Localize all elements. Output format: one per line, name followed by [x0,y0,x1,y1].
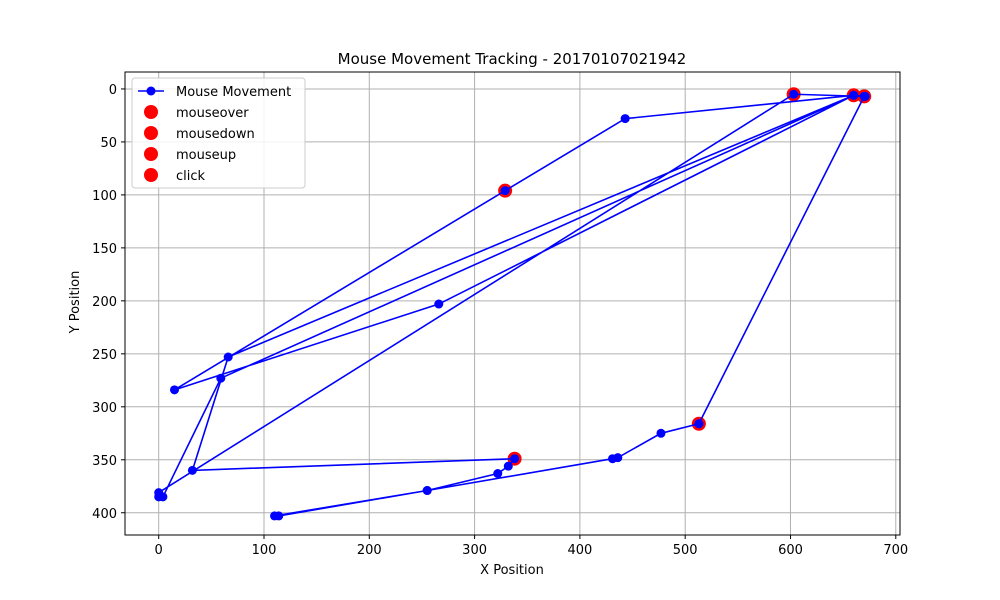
mouse-movement-point [500,186,510,196]
mouse-movement-point [656,428,666,438]
mouse-movement-point [510,454,520,464]
x-tick-label: 400 [567,543,592,558]
legend-marker-Mouse Movement [146,86,156,96]
axes-frame [124,71,901,536]
mouse-movement-point [434,299,444,309]
y-axis-label: Y Position [68,271,83,335]
legend-label-click: click [176,169,206,184]
legend: Mouse Movement mouseover mousedown mouseup c… [131,77,306,189]
mouse-movement-point [270,511,280,521]
legend-label-Mouse Movement: Mouse Movement [176,85,291,100]
y-tick-label: 250 [92,348,117,363]
y-tick-label: 350 [92,454,117,469]
plot-area [154,87,872,521]
x-tick-label: 100 [252,543,277,558]
y-tick-label: 300 [92,401,117,416]
y-tick-label: 150 [92,242,117,257]
y-tick-label: 200 [92,295,117,310]
mouse-movement-point [608,454,618,464]
mouse-movement-point [187,465,197,475]
x-tick-label: 700 [883,543,908,558]
mouse-movement-point [169,385,179,395]
axis-ticks: 0 100 200 300 400 500 600 700 0 50 100 150 200 250 300… [92,83,908,558]
x-tick-label: 300 [462,543,487,558]
x-tick-label: 500 [673,543,698,558]
mouse-movement-point [859,91,869,101]
mouse-movement-point [849,90,859,100]
legend-box [131,77,306,189]
mouse-movement-point [789,89,799,99]
legend-marker-mousedown [144,126,158,140]
legend-marker-click [144,168,158,182]
mouse-movement-point [422,486,432,496]
x-tick-label: 200 [357,543,382,558]
mouse-movement-point [493,469,503,479]
y-tick-label: 100 [92,189,117,204]
mouse-movement-point [503,461,513,471]
chart-title: Mouse Movement Tracking - 20170107021942 [338,50,687,68]
y-tick-label: 50 [100,136,117,151]
mouse-movement-point [223,352,233,362]
legend-marker-mouseup [144,147,158,161]
x-tick-label: 600 [778,543,803,558]
y-tick-label: 0 [109,83,117,98]
y-tick-label: 400 [92,507,117,522]
mouse-movement-point [694,419,704,429]
mouse-movement-point [620,114,630,124]
x-tick-label: 0 [155,543,163,558]
legend-label-mouseover: mouseover [176,106,249,121]
mouse-movement-point [158,492,168,502]
legend-marker-mouseover [144,105,158,119]
legend-label-mousedown: mousedown [176,127,255,142]
mouse-movement-point [216,373,226,383]
x-axis-label: X Position [480,563,544,578]
legend-label-mouseup: mouseup [176,148,236,163]
